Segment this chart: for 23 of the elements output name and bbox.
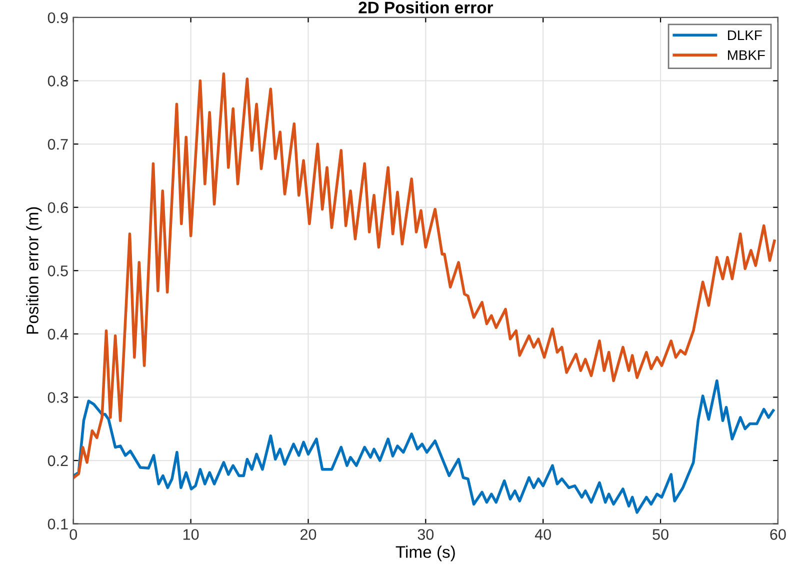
x-tick-label: 50 [652, 529, 668, 540]
line-series [73, 379, 775, 514]
legend-label: DLKF [728, 30, 762, 40]
y-tick-label: 0.2 [48, 455, 68, 466]
x-tick-label: 20 [300, 529, 316, 540]
y-tick-label: 0.3 [48, 392, 68, 403]
x-tick-label: 10 [183, 529, 199, 540]
y-tick-label: 0.7 [48, 138, 68, 150]
y-tick-label: 0.5 [48, 266, 68, 276]
x-tick-label: 30 [418, 529, 434, 540]
x-axis-title: Time (s) [396, 546, 455, 562]
legend-label: MBKF [728, 50, 765, 60]
x-tick-label: 40 [534, 529, 551, 540]
y-tick-label: 0.9 [48, 12, 68, 24]
line-series [73, 72, 776, 479]
y-tick-label: 0.6 [48, 202, 68, 214]
x-tick-label: 60 [770, 529, 786, 540]
y-tick-label: 0.4 [48, 328, 68, 340]
y-tick-label: 0.1 [48, 518, 68, 530]
y-axis-title: Position error (m) [26, 207, 42, 334]
y-tick-label: 0.8 [48, 76, 68, 86]
chart-title: 2D Position error [358, 1, 494, 14]
x-tick-label: 0 [70, 529, 78, 540]
